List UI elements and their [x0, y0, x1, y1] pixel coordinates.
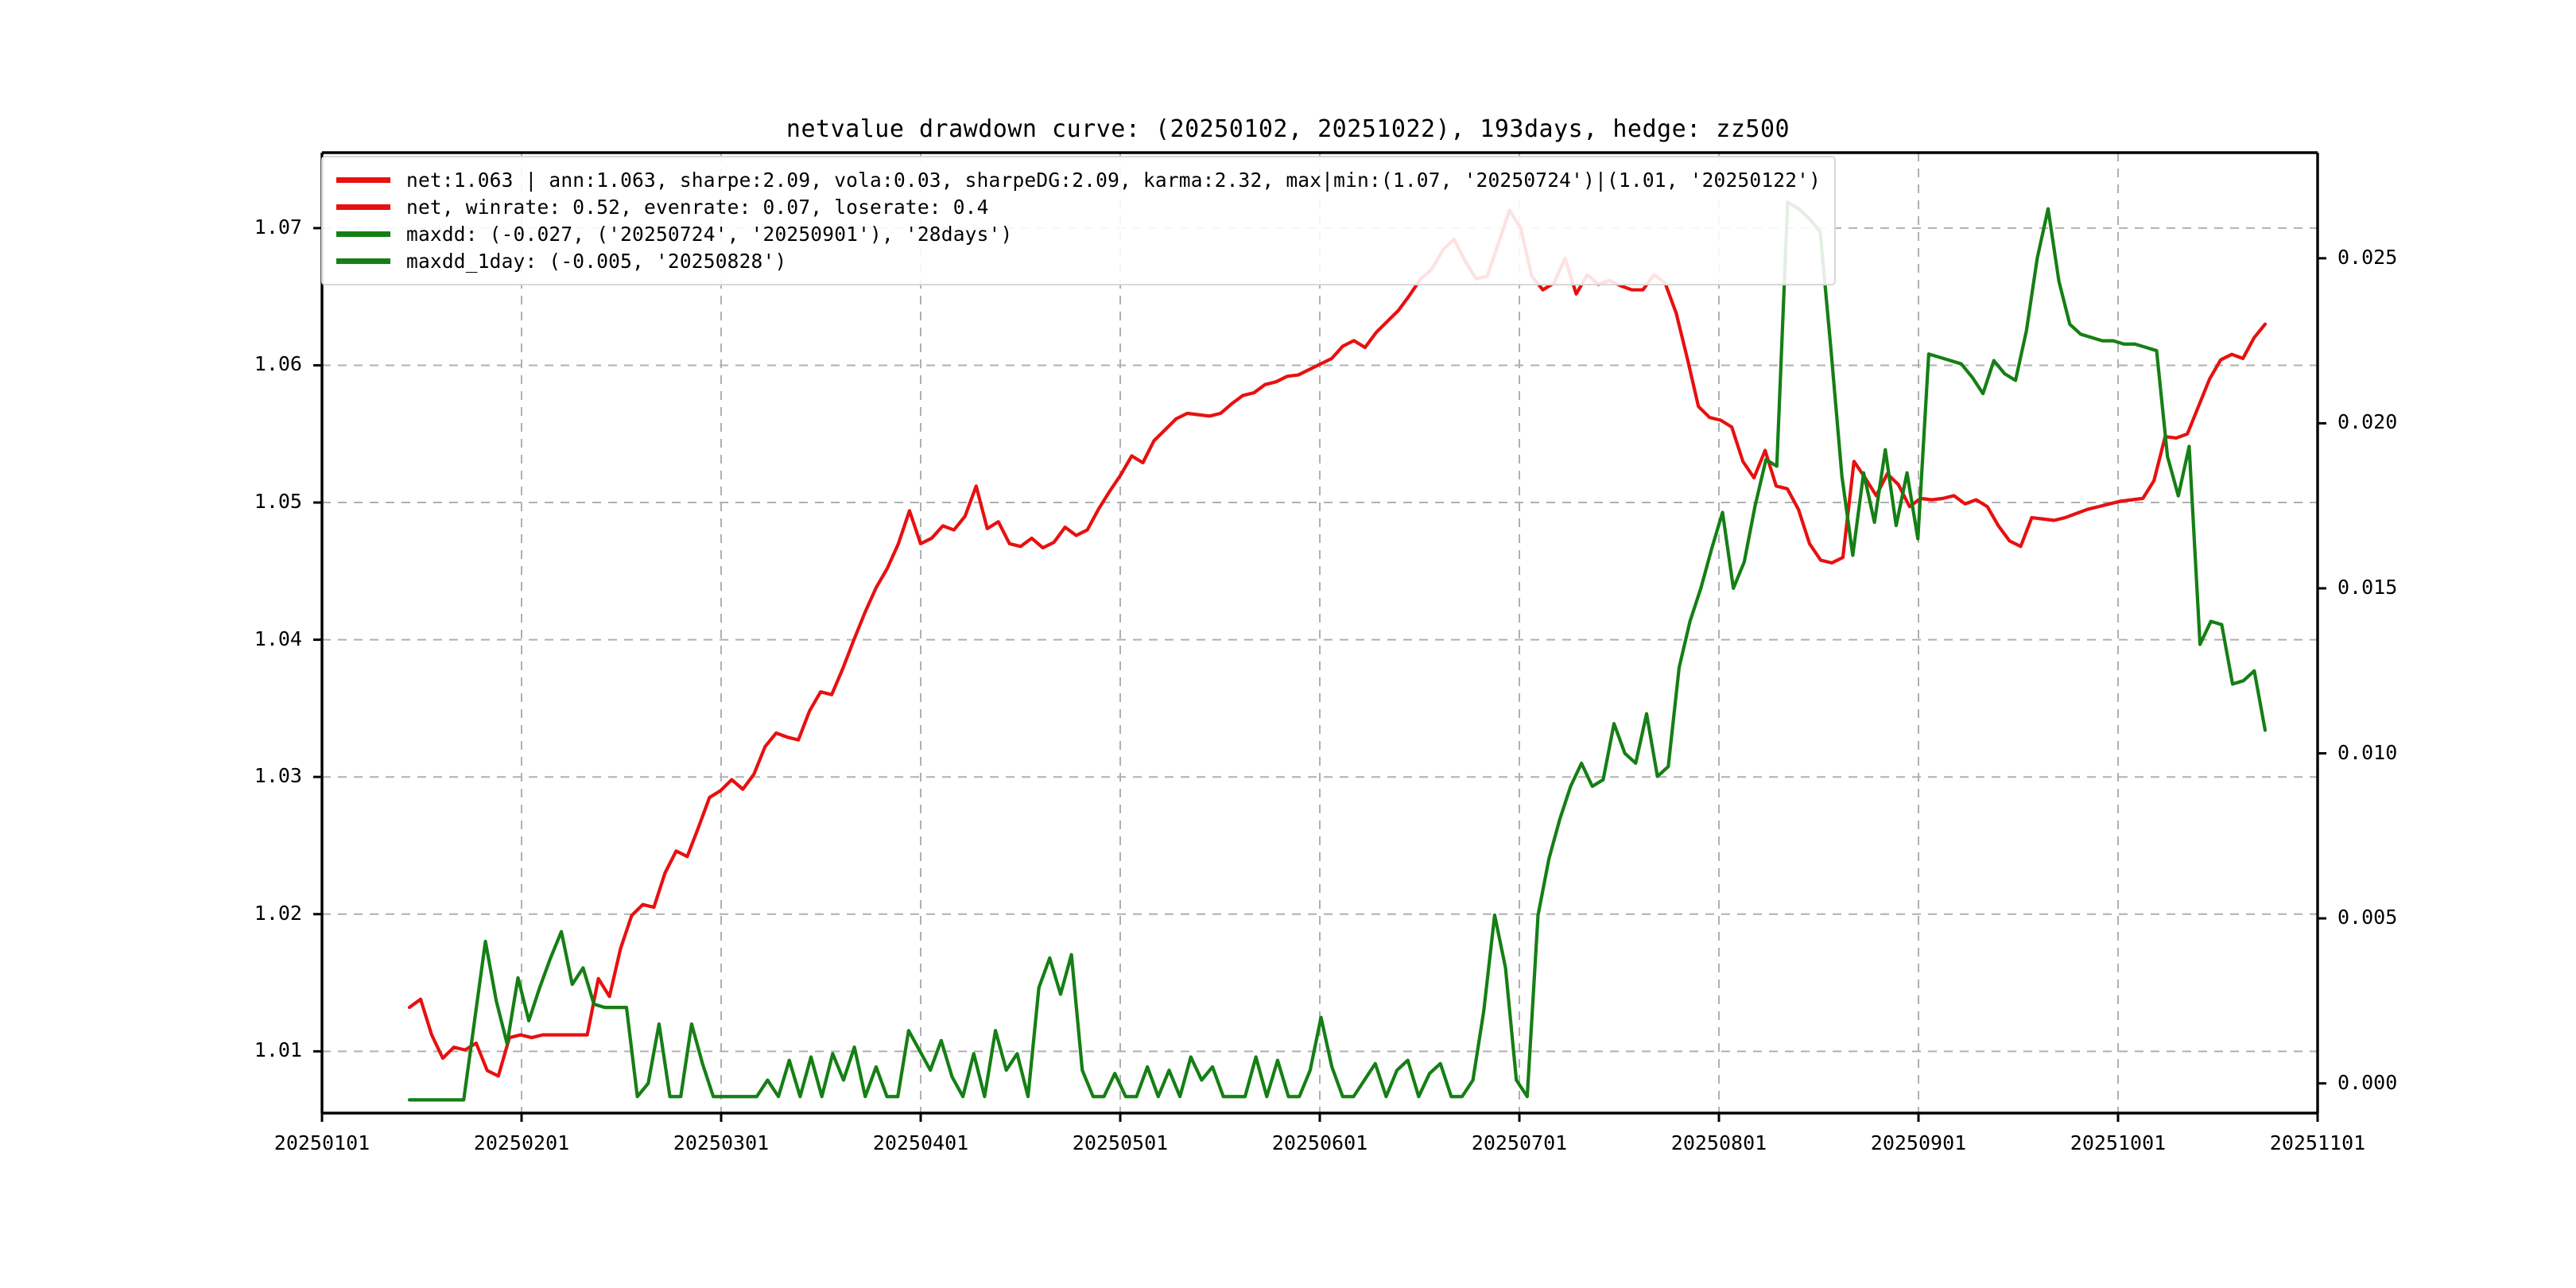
legend-item[interactable]: net:1.063 | ann:1.063, sharpe:2.09, vola…: [336, 166, 1821, 193]
legend-color-swatch: [336, 231, 390, 237]
legend-item[interactable]: net, winrate: 0.52, evenrate: 0.07, lose…: [336, 193, 1821, 220]
legend-color-swatch: [336, 204, 390, 210]
x-axis-tick-label: 20251101: [2269, 1131, 2366, 1154]
y-axis-right-tick-label: 0.000: [2337, 1070, 2398, 1094]
series-line-net: [407, 208, 2268, 1078]
legend-color-swatch: [336, 258, 390, 264]
series-line-maxdd: [407, 200, 2268, 1102]
y-axis-right-tick-label: 0.025: [2337, 245, 2398, 269]
y-axis-left-tick-label: 1.07: [254, 215, 302, 239]
y-axis-left-tick-label: 1.06: [254, 352, 302, 376]
legend-item[interactable]: maxdd_1day: (-0.005, '20250828'): [336, 247, 1821, 274]
y-axis-right-tick-label: 0.020: [2337, 410, 2398, 434]
y-axis-left-tick-label: 1.01: [254, 1038, 302, 1062]
legend: net:1.063 | ann:1.063, sharpe:2.09, vola…: [321, 156, 1837, 285]
y-axis-right-tick-label: 0.015: [2337, 575, 2398, 599]
x-axis-tick-label: 20250301: [673, 1131, 770, 1154]
y-axis-left-tick-label: 1.05: [254, 490, 302, 514]
y-axis-left-tick-label: 1.02: [254, 901, 302, 925]
y-axis-right-tick-label: 0.010: [2337, 740, 2398, 764]
page-title: netvalue drawdown curve: (20250102, 2025…: [786, 115, 1790, 143]
x-axis-tick-label: 20250401: [872, 1131, 969, 1154]
x-axis-tick-label: 20251001: [2070, 1131, 2167, 1154]
y-axis-left-tick-label: 1.04: [254, 627, 302, 650]
x-axis-tick-label: 20250901: [1870, 1131, 1967, 1154]
grid-lines: [322, 153, 2318, 1113]
x-axis-tick-label: 20250201: [473, 1131, 570, 1154]
x-axis-tick-label: 20250501: [1072, 1131, 1169, 1154]
x-axis-tick-label: 20250101: [274, 1131, 370, 1154]
y-axis-left-tick-label: 1.03: [254, 764, 302, 788]
legend-item-label: maxdd_1day: (-0.005, '20250828'): [406, 249, 787, 273]
legend-item-label: maxdd: (-0.027, ('20250724', '20250901')…: [406, 222, 1013, 246]
axis-spines: [313, 151, 2326, 1122]
x-axis-tick-label: 20250801: [1670, 1131, 1767, 1154]
legend-item-label: net:1.063 | ann:1.063, sharpe:2.09, vola…: [406, 168, 1821, 192]
legend-item[interactable]: maxdd: (-0.027, ('20250724', '20250901')…: [336, 220, 1821, 247]
y-axis-right-tick-label: 0.005: [2337, 906, 2398, 929]
legend-color-swatch: [336, 177, 390, 183]
x-axis-tick-label: 20250701: [1471, 1131, 1568, 1154]
legend-item-label: net, winrate: 0.52, evenrate: 0.07, lose…: [406, 195, 989, 219]
x-axis-tick-label: 20250601: [1271, 1131, 1368, 1154]
